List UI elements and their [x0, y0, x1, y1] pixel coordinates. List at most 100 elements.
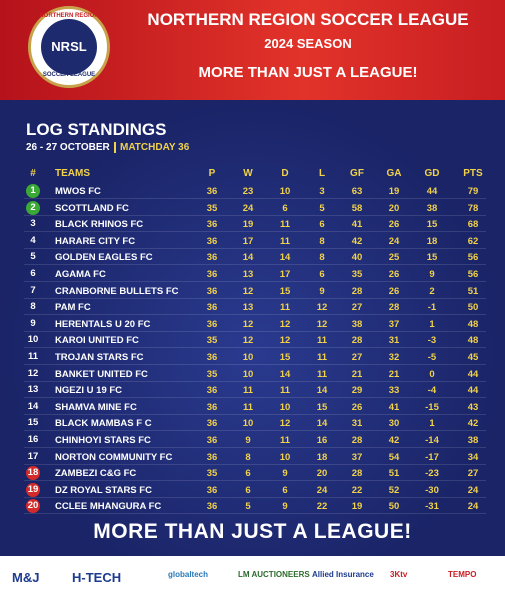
stat: 24	[316, 484, 328, 496]
table: # TEAMS P W D L GF GA GD PTS 1 MWOS FC 36 23 10 3 63 19 44…	[0, 100, 505, 556]
stat: 12	[279, 335, 291, 347]
row-divider	[24, 297, 486, 299]
stat: 37	[388, 318, 400, 330]
stat: 36	[206, 484, 218, 496]
row-divider	[24, 364, 486, 365]
rank: 14	[27, 400, 39, 412]
stat: 9	[282, 501, 288, 513]
stat: 36	[206, 219, 218, 231]
stat: 19	[351, 501, 363, 513]
row-divider	[24, 430, 486, 432]
stat: 48	[467, 318, 479, 330]
rank: 18	[26, 466, 40, 481]
stat: 51	[388, 468, 400, 480]
stat: 44	[467, 368, 479, 380]
stat: 38	[351, 318, 363, 330]
stat: 41	[388, 401, 400, 413]
stat: 11	[279, 219, 291, 231]
sponsor: Allied Insurance	[312, 570, 374, 579]
team-name: DZ ROYAL STARS FC	[55, 484, 152, 496]
stat: 36	[206, 302, 218, 314]
rank: 3	[30, 218, 36, 230]
sponsor: 3Ktv	[390, 570, 408, 579]
standings-title: LOG STANDINGS	[26, 120, 167, 139]
sponsor: M&J	[12, 570, 40, 585]
stat: 37	[351, 451, 363, 463]
team-name: KAROI UNITED FC	[55, 335, 139, 347]
stat: 10	[242, 352, 254, 363]
stat: 78	[467, 202, 479, 214]
rank: 8	[30, 301, 36, 313]
row-divider	[24, 281, 486, 282]
stat: 28	[351, 468, 363, 480]
team-name: HARARE CITY FC	[55, 235, 136, 247]
stat: 13	[242, 269, 254, 280]
rank: 5	[30, 251, 36, 263]
stat: 10	[279, 186, 291, 197]
stat: 26	[388, 285, 400, 297]
row-divider	[24, 214, 486, 216]
stat: 9	[319, 285, 325, 297]
team-name: NGEZI U 19 FC	[55, 385, 123, 397]
stat: 15	[279, 285, 291, 297]
rank: 2	[26, 200, 40, 215]
team-name: CHINHOYI STARS FC	[55, 435, 151, 446]
stat: 12	[242, 335, 254, 347]
stat: 36	[206, 401, 218, 413]
stat: 11	[242, 385, 254, 397]
rank: 16	[27, 434, 39, 445]
column-header: GF	[350, 168, 364, 179]
stat: 11	[316, 352, 328, 363]
stat: 11	[316, 368, 328, 380]
stat: -31	[425, 501, 439, 513]
stat: 8	[319, 235, 325, 247]
column-header: W	[243, 168, 253, 179]
team-name: SHAMVA MINE FC	[55, 401, 137, 413]
stat: 10	[279, 451, 291, 463]
stat: 9	[429, 269, 435, 280]
rank: 10	[27, 334, 39, 346]
stat: 36	[206, 269, 218, 280]
stat: 21	[351, 368, 363, 380]
slogan: MORE THAN JUST A LEAGUE!	[93, 520, 412, 543]
stat: 1	[429, 318, 435, 330]
stat: 26	[388, 269, 400, 280]
column-header: #	[30, 168, 36, 179]
logo-inner	[41, 19, 97, 75]
stat: 1	[429, 418, 435, 430]
stat: -30	[425, 484, 439, 496]
stat: 42	[351, 235, 363, 247]
stat: 50	[388, 501, 400, 513]
row-divider	[24, 347, 486, 349]
team-name: GOLDEN EAGLES FC	[55, 252, 153, 264]
column-header: TEAMS	[55, 168, 90, 179]
stat: 15	[426, 219, 438, 231]
stat: 6	[245, 468, 251, 480]
stat: 54	[388, 451, 400, 463]
logo-top: NORTHERN REGION	[39, 13, 99, 19]
stat: 58	[351, 202, 363, 214]
row-divider	[24, 463, 486, 465]
stat: 19	[242, 219, 254, 231]
stat: 14	[316, 385, 328, 397]
date: 26 - 27 OCTOBER	[26, 142, 110, 153]
stat: 36	[206, 418, 218, 430]
stat: 35	[206, 335, 218, 347]
matchday: MATCHDAY 36	[114, 142, 189, 153]
stat: 33	[388, 385, 400, 397]
rank: 20	[26, 499, 40, 514]
stat: 43	[467, 401, 479, 413]
stat: 29	[351, 385, 363, 397]
stat: 28	[351, 435, 363, 446]
rank: 6	[30, 268, 36, 279]
stat: 22	[351, 484, 363, 496]
team-name: TROJAN STARS FC	[55, 352, 144, 363]
row-divider	[24, 198, 486, 199]
stat: 36	[206, 252, 218, 264]
stat: 32	[388, 352, 400, 363]
column-header: D	[281, 168, 289, 179]
sponsor: H-TECH	[72, 570, 122, 585]
stat: 21	[388, 368, 400, 380]
row-divider	[24, 330, 486, 332]
stat: 18	[426, 235, 438, 247]
